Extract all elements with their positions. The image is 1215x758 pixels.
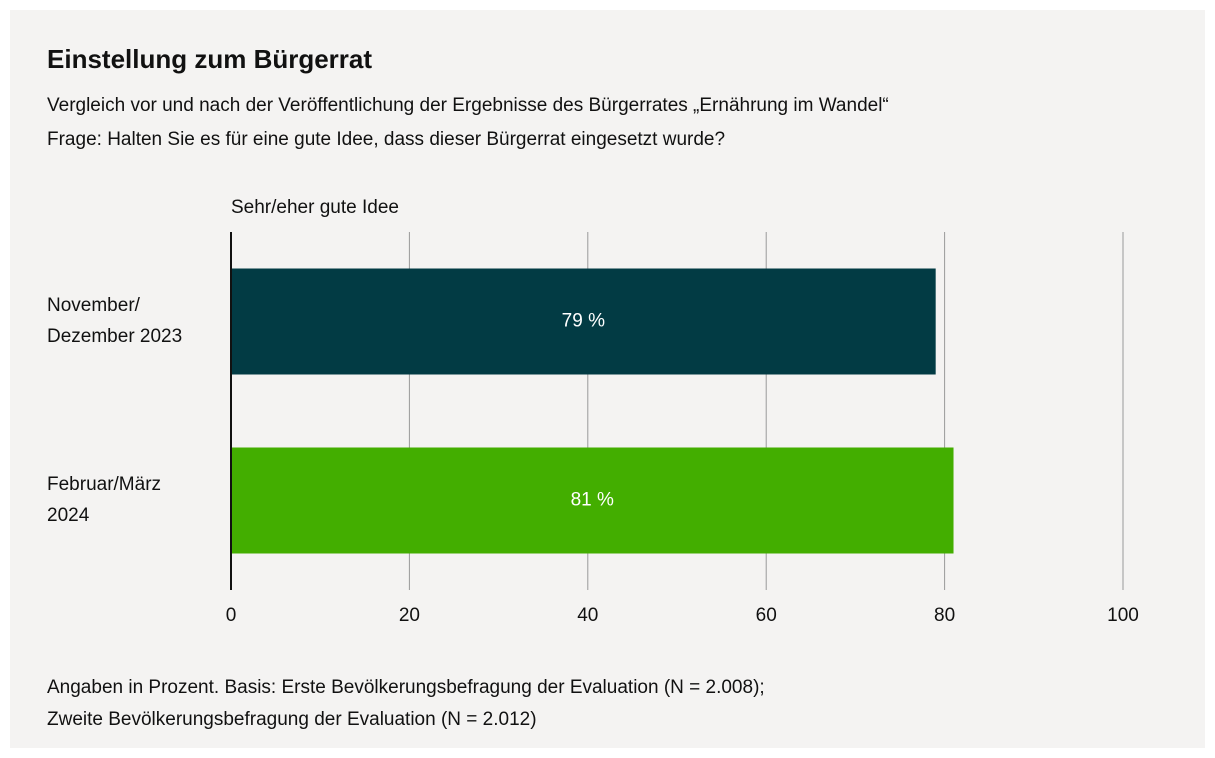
chart-title: Einstellung zum Bürgerrat	[47, 44, 372, 74]
panel	[10, 10, 1205, 748]
x-tick-label: 80	[934, 605, 955, 626]
x-tick-label: 0	[226, 605, 237, 626]
y-tick-label: Dezember 2023	[47, 326, 182, 347]
x-tick-label: 20	[399, 605, 420, 626]
x-tick-label: 100	[1107, 605, 1139, 626]
subtitle: Frage: Halten Sie es für eine gute Idee,…	[47, 129, 725, 150]
value-label: 79 %	[562, 311, 605, 332]
y-tick-label: 2024	[47, 505, 90, 526]
footnote: Angaben in Prozent. Basis: Erste Bevölke…	[47, 677, 765, 698]
y-tick-label: Februar/März	[47, 474, 161, 495]
bar	[231, 447, 954, 554]
y-tick-label: November/	[47, 295, 141, 316]
footnote: Zweite Bevölkerungsbefragung der Evaluat…	[47, 709, 537, 730]
x-tick-label: 40	[577, 605, 598, 626]
value-label: 81 %	[571, 490, 614, 511]
bar	[231, 268, 936, 375]
subtitle: Vergleich vor und nach der Veröffentlich…	[47, 95, 889, 116]
series-label: Sehr/eher gute Idee	[231, 197, 399, 218]
x-tick-label: 60	[756, 605, 777, 626]
